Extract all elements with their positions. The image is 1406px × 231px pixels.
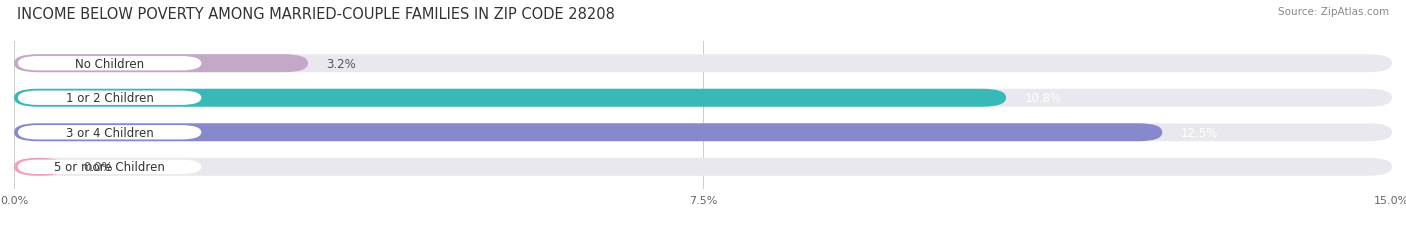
Text: 3 or 4 Children: 3 or 4 Children bbox=[66, 126, 153, 139]
FancyBboxPatch shape bbox=[14, 89, 1392, 107]
Text: 3.2%: 3.2% bbox=[326, 58, 356, 70]
Text: 10.8%: 10.8% bbox=[1025, 92, 1062, 105]
FancyBboxPatch shape bbox=[18, 57, 201, 71]
FancyBboxPatch shape bbox=[14, 89, 1007, 107]
FancyBboxPatch shape bbox=[14, 158, 65, 176]
FancyBboxPatch shape bbox=[14, 124, 1163, 142]
FancyBboxPatch shape bbox=[18, 91, 201, 106]
Text: 5 or more Children: 5 or more Children bbox=[55, 161, 165, 173]
Text: 0.0%: 0.0% bbox=[83, 161, 112, 173]
FancyBboxPatch shape bbox=[14, 55, 308, 73]
Text: Source: ZipAtlas.com: Source: ZipAtlas.com bbox=[1278, 7, 1389, 17]
FancyBboxPatch shape bbox=[14, 124, 1392, 142]
FancyBboxPatch shape bbox=[14, 158, 1392, 176]
Text: INCOME BELOW POVERTY AMONG MARRIED-COUPLE FAMILIES IN ZIP CODE 28208: INCOME BELOW POVERTY AMONG MARRIED-COUPL… bbox=[17, 7, 614, 22]
Text: 12.5%: 12.5% bbox=[1181, 126, 1218, 139]
FancyBboxPatch shape bbox=[14, 55, 1392, 73]
Text: 1 or 2 Children: 1 or 2 Children bbox=[66, 92, 153, 105]
Text: No Children: No Children bbox=[75, 58, 145, 70]
FancyBboxPatch shape bbox=[18, 160, 201, 174]
FancyBboxPatch shape bbox=[18, 125, 201, 140]
